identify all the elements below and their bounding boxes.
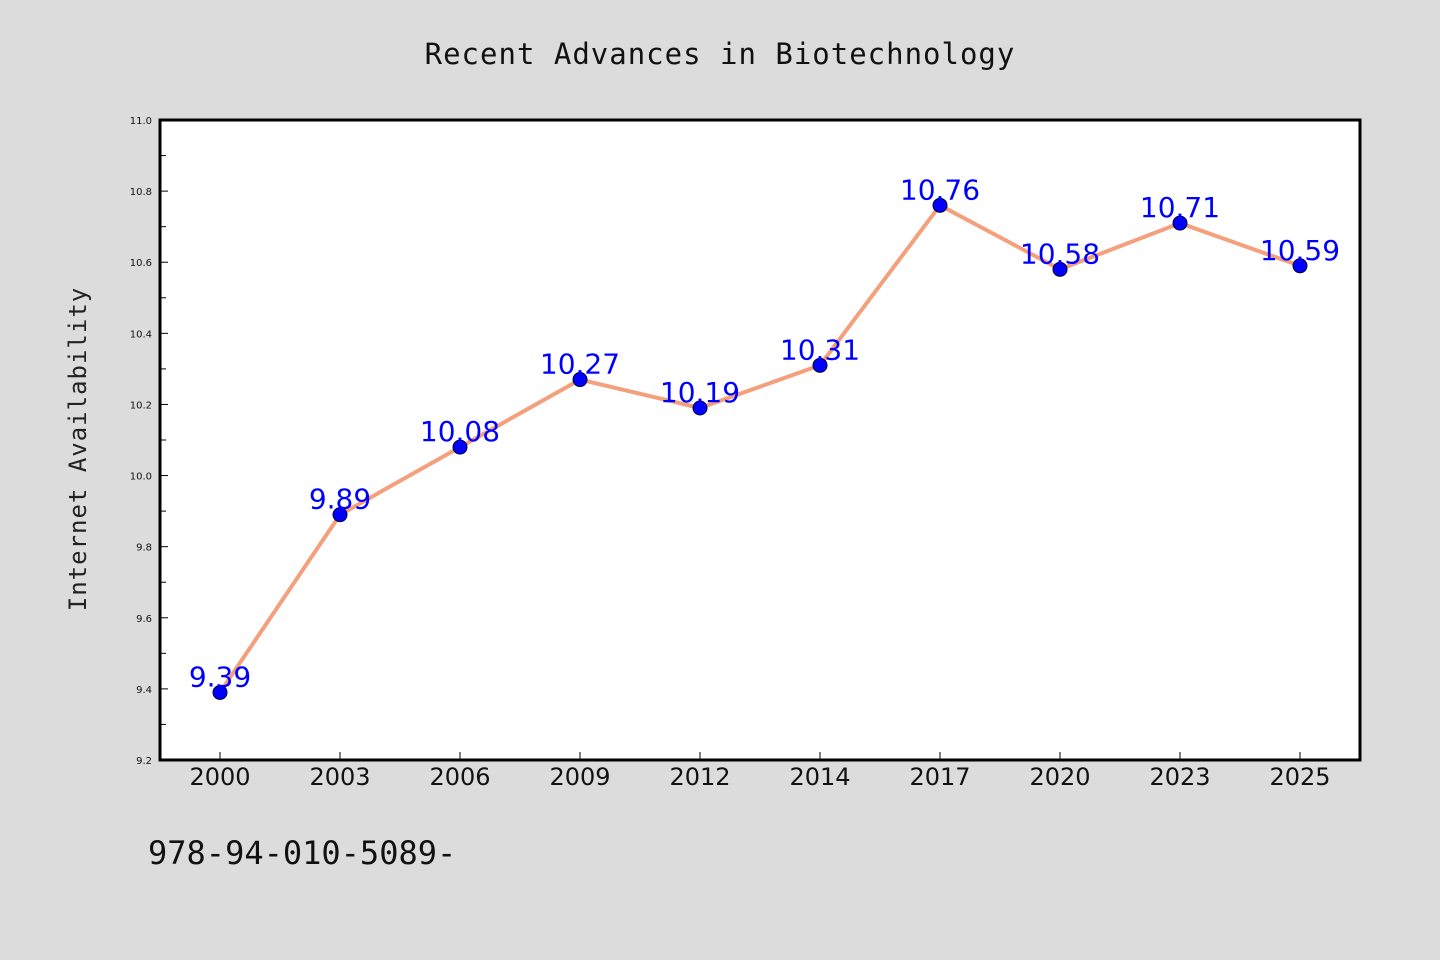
data-point	[572, 372, 588, 388]
data-point	[1052, 261, 1068, 277]
x-tick-label: 2009	[549, 763, 610, 791]
data-label: 10.58	[1020, 237, 1100, 270]
data-label: 9.39	[189, 660, 251, 693]
y-tick-label: 11.0	[130, 116, 152, 127]
footer-code: 978-94-010-5089-	[148, 834, 456, 872]
y-tick-label: 10.6	[130, 258, 152, 269]
x-tick-label: 2006	[429, 763, 490, 791]
x-tick-label: 2003	[309, 763, 370, 791]
data-point	[1292, 258, 1308, 274]
data-point	[692, 400, 708, 416]
data-label: 10.59	[1260, 234, 1340, 267]
y-tick-label: 9.8	[136, 543, 152, 554]
y-tick-label: 10.4	[130, 329, 152, 340]
data-label: 10.19	[660, 376, 740, 409]
y-tick-label: 10.0	[130, 472, 152, 483]
series-line	[218, 203, 1302, 695]
data-label: 10.76	[900, 173, 980, 206]
y-axis-label: Internet Availability	[64, 287, 92, 611]
plot-area	[160, 120, 1360, 760]
y-tick-label: 10.8	[130, 187, 152, 198]
y-tick-label: 9.4	[136, 685, 152, 696]
x-tick-label: 2023	[1149, 763, 1210, 791]
x-tick-label: 2014	[789, 763, 850, 791]
data-point	[212, 684, 228, 700]
series-layer	[212, 197, 1308, 700]
data-label: 9.89	[309, 483, 371, 516]
x-axis-ticks: 2000 2003 2006 2009 2012 2014 2017 2020 2023 2025	[189, 752, 1331, 791]
x-tick-label: 2020	[1029, 763, 1090, 791]
y-tick-label: 9.6	[136, 614, 152, 625]
data-label: 10.31	[780, 333, 860, 366]
data-label-layer: 9.39 9.89 10.08 10.27 10.19 10.31 10.76 10.58 10…	[189, 173, 1340, 693]
x-tick-label: 2012	[669, 763, 730, 791]
data-label: 10.08	[420, 415, 500, 448]
plot-frame	[158, 118, 1362, 762]
data-label: 10.71	[1140, 191, 1220, 224]
x-tick-label: 2000	[189, 763, 250, 791]
data-point	[332, 507, 348, 523]
chart-title: Recent Advances in Biotechnology	[425, 37, 1016, 71]
x-tick-label: 2025	[1269, 763, 1330, 791]
x-tick-label: 2017	[909, 763, 970, 791]
data-point	[812, 357, 828, 373]
data-point	[932, 197, 948, 213]
y-tick-label: 9.2	[136, 756, 152, 767]
data-point	[452, 439, 468, 455]
data-point	[1172, 215, 1188, 231]
y-axis-ticks: 9.2 9.4 9.6 9.8 10.0 10.2 10.4 10.6 10.8 11.0	[130, 116, 168, 767]
y-tick-label: 10.2	[130, 400, 152, 411]
data-label: 10.27	[540, 348, 620, 381]
